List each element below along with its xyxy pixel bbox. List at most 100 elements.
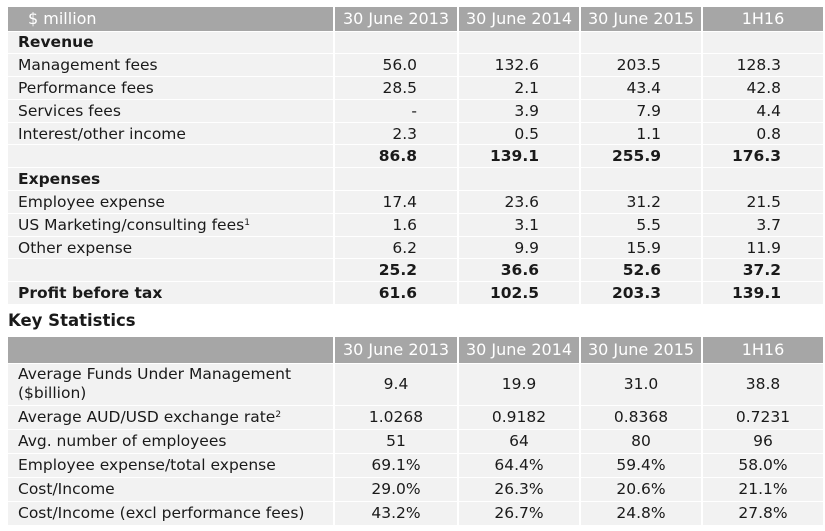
table-row: US Marketing/consulting fees1 1.6 3.1 5.…	[8, 213, 825, 237]
header-cell: 1H16	[702, 337, 825, 364]
value-cell: 9.4	[334, 363, 459, 406]
value-cell: 31.2	[580, 190, 703, 214]
value-cell: 1.0268	[334, 405, 459, 430]
value-cell: 3.1	[458, 213, 581, 237]
row-label: Management fees	[8, 53, 335, 78]
table-row: Average Funds Under Management ($billion…	[8, 363, 825, 406]
row-label: Profit before tax	[8, 281, 335, 306]
footnote-marker: 1	[244, 217, 250, 228]
expenses-heading: Expenses	[8, 167, 335, 192]
table-row: Average AUD/USD exchange rate2 1.0268 0.…	[8, 405, 825, 430]
row-label-text: Other expense	[18, 238, 133, 257]
value-cell: 15.9	[580, 236, 703, 260]
table-row: Management fees 56.0 132.6 203.5 128.3	[8, 53, 825, 78]
value-cell: 0.9182	[458, 405, 581, 430]
header-cell: 30 June 2015	[580, 7, 703, 32]
row-label: Cost/Income (excl performance fees)	[8, 501, 335, 526]
header-cell: $ million	[8, 7, 335, 32]
value-cell: 59.4%	[580, 453, 703, 478]
value-cell: 27.8%	[702, 501, 825, 526]
total-cell: 203.3	[580, 281, 703, 306]
value-cell: 7.9	[580, 99, 703, 123]
value-cell: 1.6	[334, 213, 459, 237]
value-cell: 31.0	[580, 363, 703, 406]
total-cell: 37.2	[702, 258, 825, 283]
value-cell: 11.9	[702, 236, 825, 260]
value-cell: -	[334, 99, 459, 123]
table-row: Employee expense/total expense 69.1% 64.…	[8, 453, 825, 478]
value-cell: 0.8368	[580, 405, 703, 430]
value-cell: 29.0%	[334, 477, 459, 502]
row-label: Average Funds Under Management ($billion…	[8, 363, 335, 406]
table-row: Cost/Income (excl performance fees) 43.2…	[8, 501, 825, 526]
value-cell: 5.5	[580, 213, 703, 237]
header-cell: 30 June 2013	[334, 337, 459, 364]
value-cell: 17.4	[334, 190, 459, 214]
revenue-heading: Revenue	[8, 31, 335, 55]
total-cell: 176.3	[702, 144, 825, 169]
value-cell: 38.8	[702, 363, 825, 406]
value-cell: 132.6	[458, 53, 581, 78]
value-cell: 3.7	[702, 213, 825, 237]
table-row: Avg. number of employees 51 64 80 96	[8, 429, 825, 454]
total-cell: 255.9	[580, 144, 703, 169]
total-cell: 139.1	[702, 281, 825, 306]
row-label-text: US Marketing/consulting fees	[18, 215, 245, 234]
value-cell: 4.4	[702, 99, 825, 123]
value-cell: 28.5	[334, 76, 459, 100]
value-cell: 128.3	[702, 53, 825, 78]
header-cell: 30 June 2015	[580, 337, 703, 364]
revenue-total-row: 86.8 139.1 255.9 176.3	[8, 144, 825, 169]
value-cell: 2.3	[334, 122, 459, 146]
table-row: Cost/Income 29.0% 26.3% 20.6% 21.1%	[8, 477, 825, 502]
value-cell: 19.9	[458, 363, 581, 406]
header-cell: 30 June 2014	[458, 337, 581, 364]
value-cell: 21.1%	[702, 477, 825, 502]
row-label: Interest/other income	[8, 122, 335, 146]
row-label: Average AUD/USD exchange rate2	[8, 405, 335, 430]
header-cell: 30 June 2013	[334, 7, 459, 32]
value-cell: 0.7231	[702, 405, 825, 430]
value-cell: 58.0%	[702, 453, 825, 478]
row-label: Performance fees	[8, 76, 335, 100]
total-cell: 61.6	[334, 281, 459, 306]
table-row: Performance fees 28.5 2.1 43.4 42.8	[8, 76, 825, 100]
value-cell: 26.3%	[458, 477, 581, 502]
table-row: Services fees - 3.9 7.9 4.4	[8, 99, 825, 123]
row-label-text: Average AUD/USD exchange rate	[18, 408, 276, 426]
row-label-text: Employee expense	[18, 192, 165, 211]
expense-total-row: 25.2 36.6 52.6 37.2	[8, 258, 825, 283]
row-label: US Marketing/consulting fees1	[8, 213, 335, 237]
empty-cell	[458, 31, 581, 55]
value-cell: 20.6%	[580, 477, 703, 502]
income-table: $ million 30 June 2013 30 June 2014 30 J…	[8, 7, 825, 306]
value-cell: 43.4	[580, 76, 703, 100]
value-cell: 26.7%	[458, 501, 581, 526]
empty-cell	[334, 167, 459, 192]
value-cell: 42.8	[702, 76, 825, 100]
total-cell: 52.6	[580, 258, 703, 283]
row-label: Other expense	[8, 236, 335, 260]
value-cell: 2.1	[458, 76, 581, 100]
header-cell	[8, 337, 335, 364]
empty-cell	[580, 167, 703, 192]
empty-cell	[702, 167, 825, 192]
header-cell: 30 June 2014	[458, 7, 581, 32]
table-row: Other expense 6.2 9.9 15.9 11.9	[8, 236, 825, 260]
value-cell: 69.1%	[334, 453, 459, 478]
expenses-section-row: Expenses	[8, 167, 825, 192]
value-cell: 64.4%	[458, 453, 581, 478]
stats-header-row: 30 June 2013 30 June 2014 30 June 2015 1…	[8, 337, 825, 364]
empty-cell	[702, 31, 825, 55]
key-statistics-table: 30 June 2013 30 June 2014 30 June 2015 1…	[8, 337, 825, 526]
empty-cell	[334, 31, 459, 55]
profit-row: Profit before tax 61.6 102.5 203.3 139.1	[8, 281, 825, 306]
row-label: Employee expense	[8, 190, 335, 214]
value-cell: 51	[334, 429, 459, 454]
empty-cell	[580, 31, 703, 55]
value-cell: 6.2	[334, 236, 459, 260]
total-cell: 36.6	[458, 258, 581, 283]
header-cell: 1H16	[702, 7, 825, 32]
value-cell: 9.9	[458, 236, 581, 260]
value-cell: 43.2%	[334, 501, 459, 526]
